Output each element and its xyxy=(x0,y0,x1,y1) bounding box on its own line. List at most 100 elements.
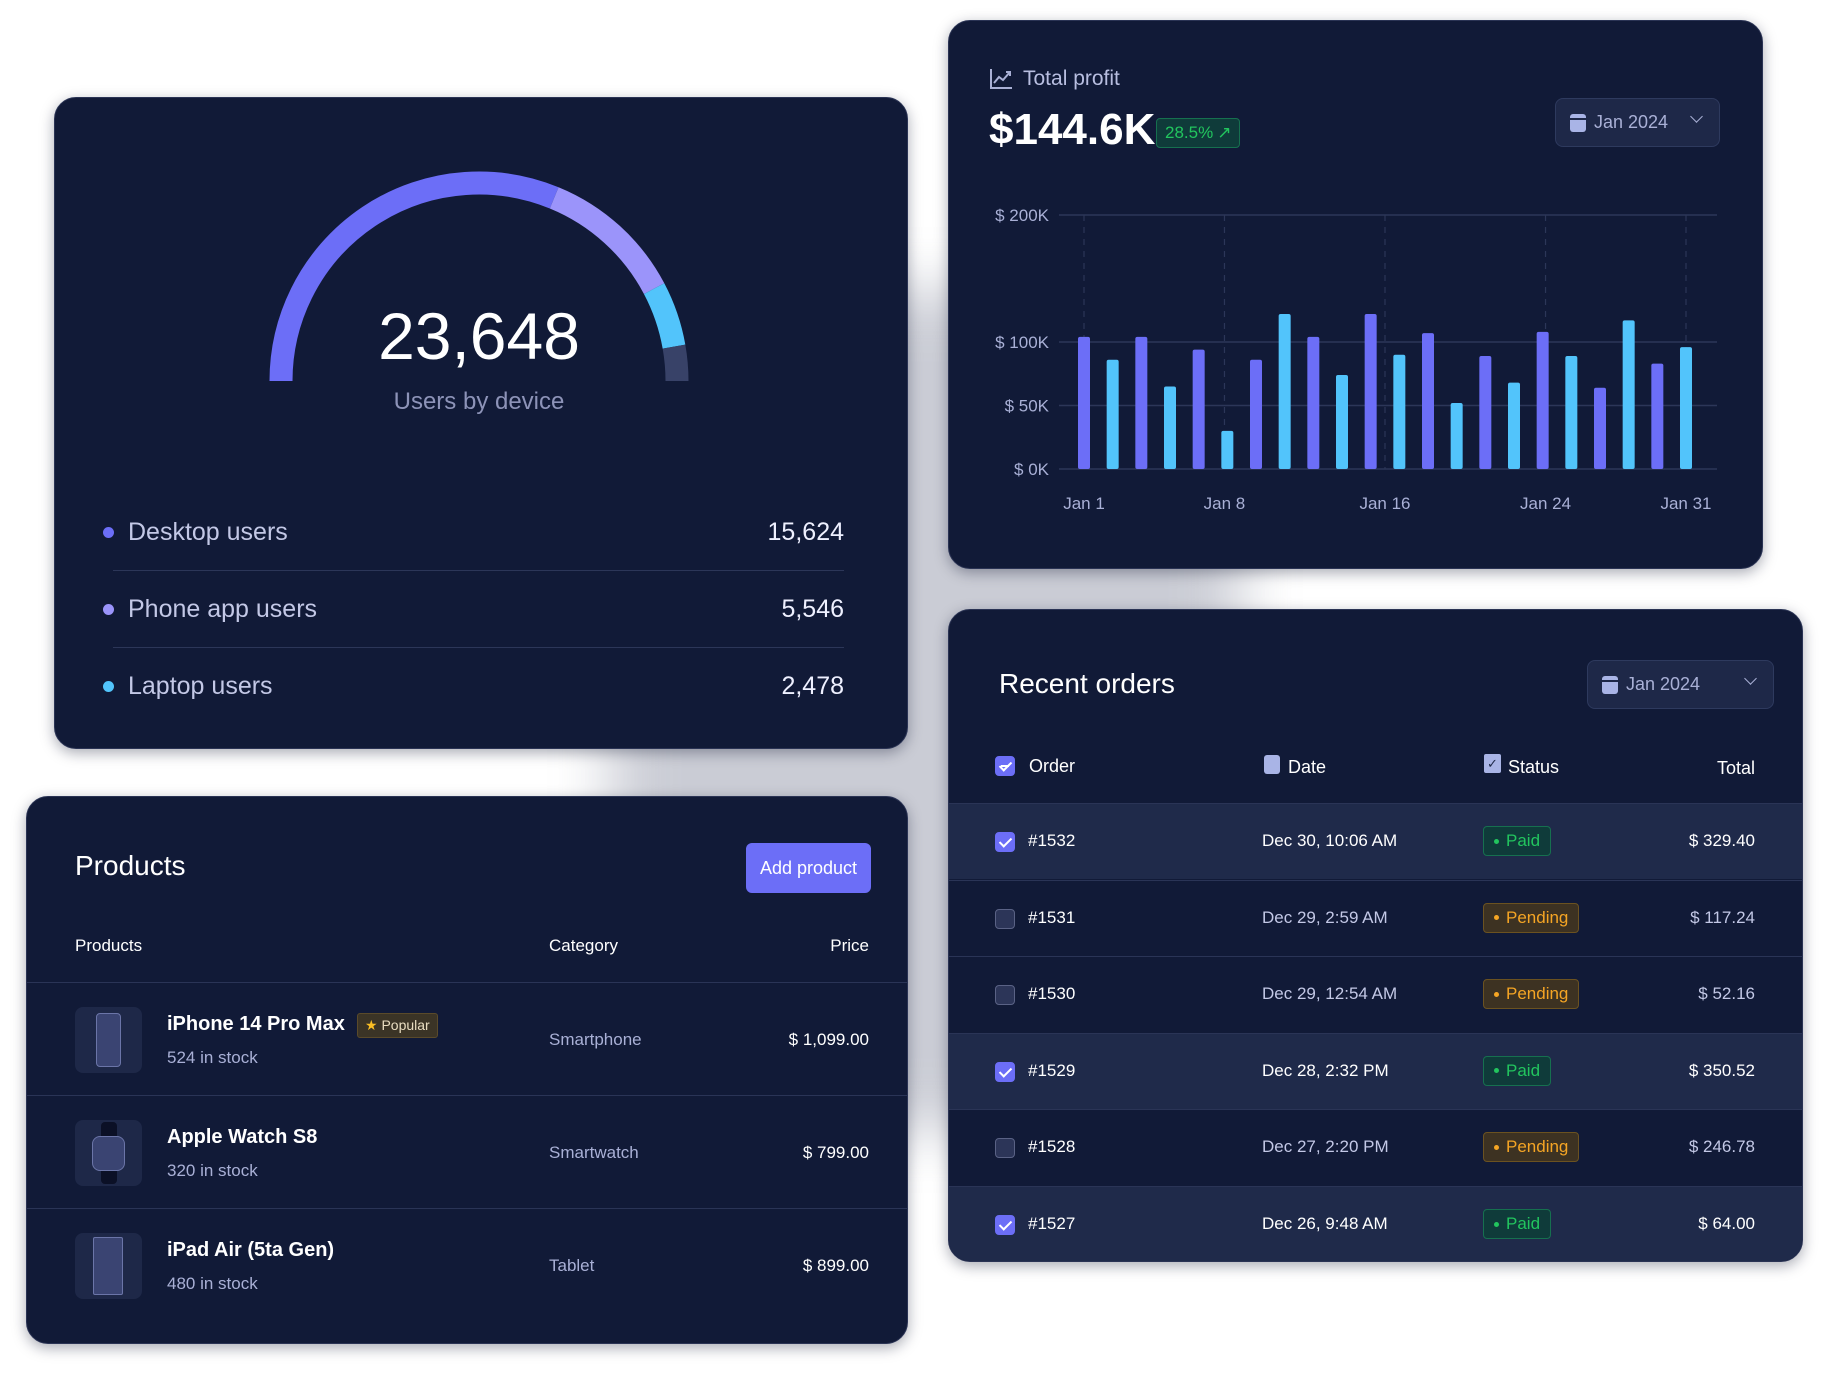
bar[interactable] xyxy=(1192,349,1205,469)
bar[interactable] xyxy=(1221,430,1234,469)
order-date: Dec 29, 2:59 AM xyxy=(1262,907,1388,927)
order-id[interactable]: #1528 xyxy=(1028,1137,1076,1157)
order-total: $ 329.40 xyxy=(1688,831,1755,850)
y-tick-label: $ 50K xyxy=(1005,397,1050,416)
trend-chart-icon xyxy=(990,69,1012,89)
bar[interactable] xyxy=(1680,347,1692,469)
bar[interactable] xyxy=(1164,386,1176,469)
y-tick-label: $ 200K xyxy=(995,206,1050,225)
status-text: Pending xyxy=(1506,1137,1569,1157)
bar[interactable] xyxy=(1651,363,1664,469)
col-price[interactable]: Price xyxy=(830,936,869,955)
bar[interactable] xyxy=(1393,354,1406,469)
bar[interactable] xyxy=(1250,359,1262,469)
order-row[interactable]: #1528 Dec 27, 2:20 PM Pending $ 246.78 xyxy=(949,1109,1802,1185)
legend-desktop: Desktop users 15,624 xyxy=(103,512,844,552)
order-row[interactable]: #1529 Dec 28, 2:32 PM Paid $ 350.52 xyxy=(949,1032,1802,1109)
product-category: Smartphone xyxy=(549,1030,642,1049)
divider xyxy=(113,570,844,571)
order-row[interactable]: #1530 Dec 29, 12:54 AM Pending $ 52.16 xyxy=(949,956,1802,1032)
order-row[interactable]: #1531 Dec 29, 2:59 AM Pending $ 117.24 xyxy=(949,879,1802,956)
order-id[interactable]: #1530 xyxy=(1028,984,1076,1004)
product-stock: 320 in stock xyxy=(167,1161,258,1180)
order-id[interactable]: #1529 xyxy=(1028,1060,1076,1080)
bar[interactable] xyxy=(1536,331,1549,469)
arrow-up-right-icon: ↗ xyxy=(1217,123,1232,142)
divider xyxy=(113,647,844,648)
order-row[interactable]: #1527 Dec 26, 9:48 AM Paid $ 64.00 xyxy=(949,1186,1802,1261)
legend-value: 5,546 xyxy=(781,594,844,623)
bar[interactable] xyxy=(1594,387,1606,469)
row-checkbox[interactable] xyxy=(995,1215,1015,1235)
profit-period-dropdown[interactable]: Jan 2024 xyxy=(1555,98,1720,147)
bar[interactable] xyxy=(1364,314,1377,469)
chevron-down-icon xyxy=(1690,110,1703,123)
product-name[interactable]: iPhone 14 Pro Max xyxy=(167,1013,345,1035)
bar[interactable] xyxy=(1622,320,1635,469)
bar[interactable] xyxy=(1565,355,1578,469)
product-name[interactable]: iPad Air (5ta Gen) xyxy=(167,1239,335,1261)
row-checkbox[interactable] xyxy=(995,832,1015,852)
legend-phone: Phone app users 5,546 xyxy=(103,589,844,629)
laptop-dot xyxy=(103,680,114,692)
x-tick-label: Jan 16 xyxy=(1359,494,1410,513)
legend-label: Laptop users xyxy=(128,671,273,700)
col-category[interactable]: Category xyxy=(549,936,618,955)
legend-value: 2,478 xyxy=(781,671,844,700)
product-row[interactable]: Apple Watch S8 320 in stock Smartwatch $… xyxy=(27,1095,907,1208)
product-row[interactable]: iPad Air (5ta Gen) 480 in stock Tablet $… xyxy=(27,1208,907,1321)
product-stock: 524 in stock xyxy=(167,1048,258,1067)
minus-icon xyxy=(1001,765,1009,767)
calendar-icon xyxy=(1602,675,1618,694)
col-status[interactable]: Status xyxy=(1508,757,1560,777)
row-checkbox[interactable] xyxy=(995,985,1015,1006)
col-products[interactable]: Products xyxy=(75,936,143,955)
bar[interactable] xyxy=(1278,314,1291,469)
product-price: $ 899.00 xyxy=(802,1256,869,1275)
bar[interactable] xyxy=(1422,333,1434,469)
calendar-icon xyxy=(1264,755,1280,774)
products-card: Products Add product Products Category P… xyxy=(26,796,908,1344)
gauge-remainder xyxy=(662,344,689,382)
chevron-down-icon xyxy=(1744,672,1757,685)
product-category: Smartwatch xyxy=(549,1143,639,1162)
product-name[interactable]: Apple Watch S8 xyxy=(167,1126,318,1148)
x-tick-label: Jan 1 xyxy=(1063,494,1105,513)
product-price: $ 1,099.00 xyxy=(788,1030,869,1049)
col-order[interactable]: Order xyxy=(1029,756,1076,776)
bar[interactable] xyxy=(1450,402,1463,469)
profit-amount: $144.6K xyxy=(989,105,1156,154)
bar[interactable] xyxy=(1336,375,1348,469)
col-total[interactable]: Total xyxy=(1716,758,1755,778)
desktop-dot xyxy=(103,526,114,538)
order-total: $ 52.16 xyxy=(1698,984,1755,1004)
orders-title: Recent orders xyxy=(999,668,1175,699)
profit-bar-chart: $ 0K $ 50K $ 100K $ 200K Jan 1 Jan 8 Jan 16 Jan… xyxy=(995,206,1717,513)
bar[interactable] xyxy=(1106,359,1119,469)
orders-period-dropdown[interactable]: Jan 2024 xyxy=(1587,660,1774,709)
bar[interactable] xyxy=(1307,336,1320,469)
row-checkbox[interactable] xyxy=(995,1138,1015,1159)
order-total: $ 117.24 xyxy=(1690,907,1755,927)
row-checkbox[interactable] xyxy=(995,908,1015,929)
status-badge: Pending xyxy=(1483,902,1580,933)
period-label: Jan 2024 xyxy=(1626,674,1701,694)
col-date[interactable]: Date xyxy=(1288,757,1327,777)
bar[interactable] xyxy=(1508,382,1520,469)
product-category: Tablet xyxy=(549,1256,595,1275)
bar[interactable] xyxy=(1135,336,1148,469)
order-id[interactable]: #1531 xyxy=(1028,907,1076,927)
row-checkbox[interactable] xyxy=(995,1061,1015,1082)
legend-laptop: Laptop users 2,478 xyxy=(103,666,844,706)
bar[interactable] xyxy=(1479,355,1492,469)
add-product-button[interactable]: Add product xyxy=(746,843,871,893)
product-row[interactable]: iPhone 14 Pro Max ★ Popular 524 in stock… xyxy=(27,982,907,1095)
status-text: Pending xyxy=(1506,907,1569,927)
order-id[interactable]: #1527 xyxy=(1028,1214,1076,1233)
order-id[interactable]: #1532 xyxy=(1028,831,1076,850)
order-row[interactable]: #1532 Dec 30, 10:06 AM Paid $ 329.40 xyxy=(949,803,1802,879)
bar[interactable] xyxy=(1078,336,1090,469)
order-date: Dec 29, 12:54 AM xyxy=(1262,984,1398,1004)
status-text: Paid xyxy=(1506,1214,1541,1233)
product-stock: 480 in stock xyxy=(167,1274,258,1293)
